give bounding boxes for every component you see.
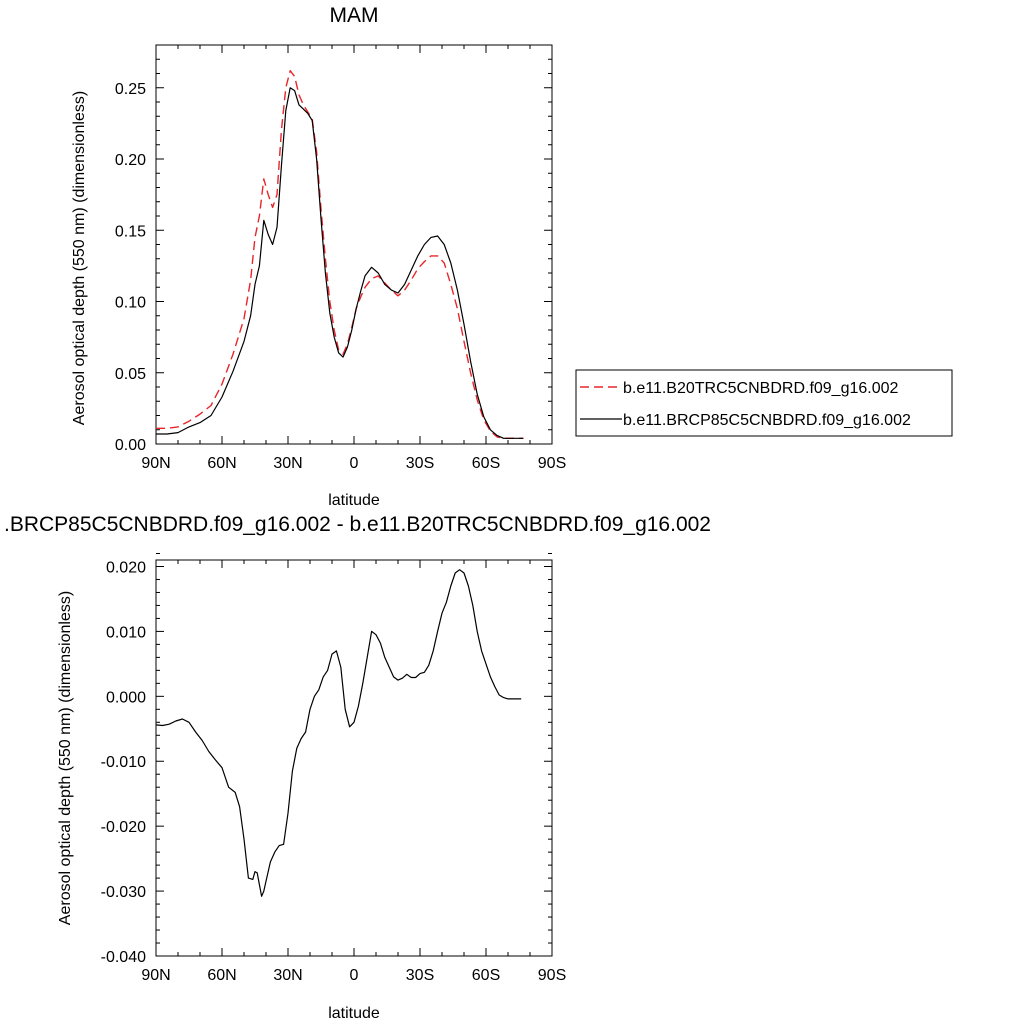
top-plot-frame [155, 44, 553, 445]
top-series-lines [156, 69, 524, 439]
top-x-tick-label: 0 [350, 455, 359, 472]
bottom-plot-frame [155, 559, 553, 957]
top-series-line-2 [156, 87, 524, 439]
bottom-y-tick-label: -0.010 [101, 754, 146, 771]
top-y-tick-labels: 0.00 0.05 0.10 0.15 0.20 0.25 [115, 81, 146, 454]
bottom-y-tick-label: 0.020 [106, 559, 146, 576]
bottom-x-tick-label: 30N [273, 967, 302, 984]
top-x-tick-label: 90S [538, 455, 566, 472]
bottom-series-line-1 [155, 569, 522, 897]
bottom-axis-ticks [155, 553, 553, 957]
top-x-tick-label: 30N [273, 455, 302, 472]
top-y-tick-label: 0.10 [115, 295, 146, 312]
top-y-tick-label: 0.05 [115, 366, 146, 383]
bottom-y-axis-label: Aerosol optical depth (550 nm) (dimensio… [57, 591, 74, 925]
top-y-tick-label: 0.25 [115, 81, 146, 98]
bottom-x-tick-labels: 90N 60N 30N 0 30S 60S 90S [141, 967, 566, 984]
top-chart-title: MAM [330, 4, 379, 27]
bottom-x-tick-label: 60N [207, 967, 236, 984]
top-panel: MAM 90N 60N 30N 0 30S 60S 90S 0.00 0.05 0.10 0.15… [71, 4, 566, 509]
top-x-tick-label: 30S [406, 455, 434, 472]
bottom-x-tick-label: 90S [538, 967, 566, 984]
bottom-chart-title: .BRCP85C5CNBDRD.f09_g16.002 - b.e11.B20T… [4, 513, 711, 536]
bottom-x-tick-label: 30S [406, 967, 434, 984]
top-y-axis-label: Aerosol optical depth (550 nm) (dimensio… [71, 91, 88, 425]
bottom-x-axis-label: latitude [328, 1005, 380, 1022]
top-x-tick-label: 90N [141, 455, 170, 472]
top-x-tick-labels: 90N 60N 30N 0 30S 60S 90S [141, 455, 566, 472]
bottom-x-tick-label: 0 [350, 967, 359, 984]
top-x-tick-label: 60S [472, 455, 500, 472]
legend: b.e11.B20TRC5CNBDRD.f09_g16.002 b.e11.BR… [575, 369, 953, 437]
top-x-tick-label: 60N [207, 455, 236, 472]
top-x-axis-label: latitude [328, 492, 380, 509]
bottom-y-tick-label: -0.030 [101, 884, 146, 901]
bottom-y-tick-labels: 0.020 0.010 0.000 -0.010 -0.020 -0.030 -0.040 [101, 559, 146, 966]
top-axis-ticks [155, 44, 553, 445]
top-y-tick-label: 0.15 [115, 223, 146, 240]
legend-entry-2: b.e11.BRCP85C5CNBDRD.f09_g16.002 [623, 412, 911, 429]
bottom-x-tick-label: 90N [141, 967, 170, 984]
top-y-tick-label: 0.00 [115, 437, 146, 454]
legend-entry-1: b.e11.B20TRC5CNBDRD.f09_g16.002 [623, 380, 899, 397]
bottom-series-lines [155, 569, 522, 897]
bottom-panel: .BRCP85C5CNBDRD.f09_g16.002 - b.e11.B20T… [4, 513, 711, 1022]
top-y-tick-label: 0.20 [115, 152, 146, 169]
bottom-y-tick-label: -0.020 [101, 819, 146, 836]
top-series-line-1 [156, 69, 524, 439]
bottom-y-tick-label: 0.010 [106, 624, 146, 641]
bottom-x-tick-label: 60S [472, 967, 500, 984]
bottom-y-tick-label: -0.040 [101, 949, 146, 966]
legend-box [575, 369, 953, 437]
bottom-y-tick-label: 0.000 [106, 689, 146, 706]
